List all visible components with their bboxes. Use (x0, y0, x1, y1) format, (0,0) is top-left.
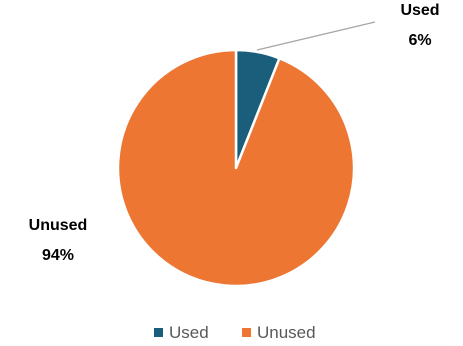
legend: Used Unused (154, 323, 316, 342)
data-labels: Used 6% Unused 94% (29, 2, 440, 264)
pie-slice-unused (116, 48, 356, 288)
data-label-unused-category: Unused (29, 217, 88, 234)
legend-swatch-unused (242, 328, 251, 337)
legend-label-unused: Unused (257, 323, 316, 342)
data-label-used-category: Used (400, 2, 439, 19)
used-leader-line (256, 21, 376, 51)
legend-label-used: Used (169, 323, 209, 342)
data-label-unused-value: 94% (42, 247, 74, 264)
legend-swatch-used (154, 328, 163, 337)
pie-slices (116, 48, 356, 288)
data-label-used-value: 6% (408, 32, 431, 49)
